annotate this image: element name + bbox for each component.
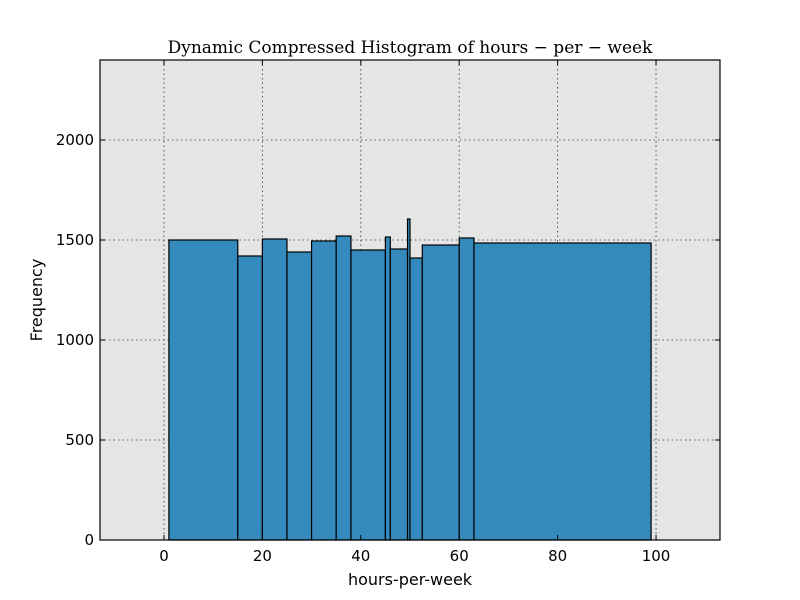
x-axis-label: hours-per-week xyxy=(348,570,473,589)
histogram-bar xyxy=(350,249,386,541)
histogram-bar xyxy=(335,235,352,541)
x-tick-label: 100 xyxy=(642,547,671,565)
histogram-bar xyxy=(286,251,313,541)
y-tick-label: 0 xyxy=(84,531,94,549)
histogram-bars xyxy=(168,218,652,541)
histogram-bar xyxy=(384,236,391,541)
histogram-bar xyxy=(310,240,337,541)
histogram-bar xyxy=(389,248,409,541)
x-tick-label: 0 xyxy=(159,547,169,565)
chart-title: Dynamic Compressed Histogram of hours − … xyxy=(168,38,654,58)
histogram-bar xyxy=(473,242,652,541)
plot-frame xyxy=(99,59,721,541)
histogram-bar xyxy=(421,244,460,541)
x-tick-label: 20 xyxy=(253,547,272,565)
x-tick-label: 40 xyxy=(351,547,370,565)
histogram-bar xyxy=(458,237,475,541)
histogram-bar xyxy=(409,257,423,541)
y-tick-label: 500 xyxy=(65,431,94,449)
y-tick-label: 2000 xyxy=(56,131,94,149)
y-tick-label: 1500 xyxy=(56,231,94,249)
x-tick-label: 60 xyxy=(450,547,469,565)
histogram-bar xyxy=(168,239,239,541)
y-tick-label: 1000 xyxy=(56,331,94,349)
histogram-bar xyxy=(237,255,263,541)
x-tick-label: 80 xyxy=(548,547,567,565)
histogram-bar xyxy=(261,238,288,541)
y-axis-label: Frequency xyxy=(27,259,46,342)
